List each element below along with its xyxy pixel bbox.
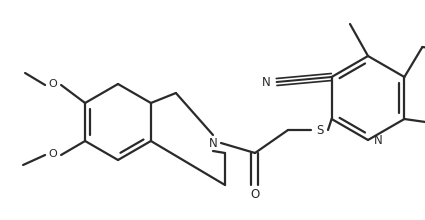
Text: N: N bbox=[209, 136, 217, 150]
Text: O: O bbox=[250, 187, 260, 200]
Text: O: O bbox=[49, 79, 57, 89]
Text: N: N bbox=[262, 75, 271, 88]
Text: S: S bbox=[316, 123, 324, 136]
Text: N: N bbox=[374, 134, 382, 147]
Text: O: O bbox=[49, 149, 57, 159]
